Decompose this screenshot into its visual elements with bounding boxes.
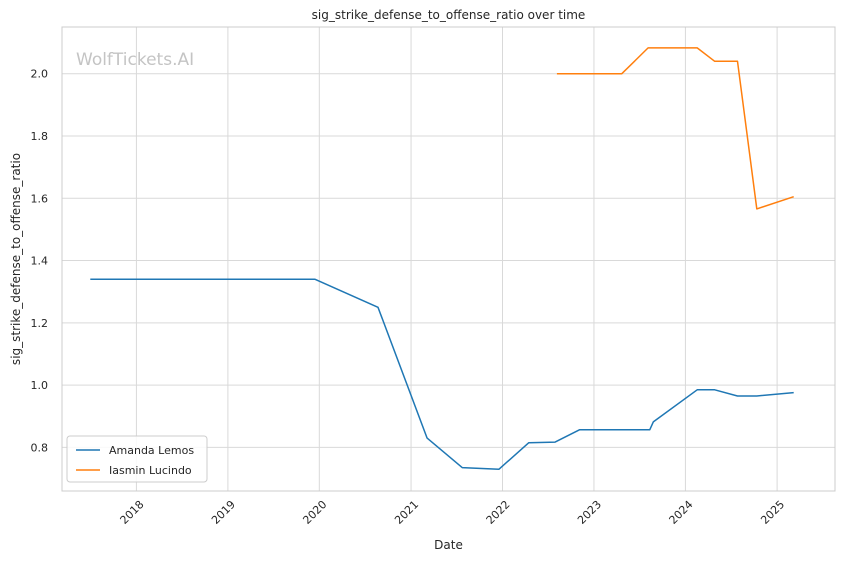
watermark: WolfTickets.AI bbox=[76, 50, 194, 70]
x-tick-label: 2024 bbox=[667, 498, 696, 527]
x-tick-label: 2018 bbox=[118, 498, 147, 527]
series-line-amanda-lemos bbox=[90, 278, 794, 470]
legend: Amanda Lemos Iasmin Lucindo bbox=[66, 435, 208, 483]
x-tick-label: 2023 bbox=[575, 498, 604, 527]
legend-box bbox=[66, 435, 208, 483]
y-tick-label: 2.0 bbox=[31, 68, 49, 81]
x-tick-label: 2021 bbox=[392, 498, 421, 527]
x-tick-label: 2020 bbox=[300, 498, 329, 527]
plot-frame bbox=[61, 26, 836, 492]
y-tick-labels: 0.8 1.0 1.2 1.4 1.6 1.8 2.0 bbox=[31, 68, 49, 455]
x-axis-label: Date bbox=[434, 538, 463, 552]
x-tick-label: 2019 bbox=[209, 498, 238, 527]
y-axis-label: sig_strike_defense_to_offense_ratio bbox=[9, 153, 23, 365]
y-tick-label: 1.6 bbox=[31, 192, 49, 205]
grid bbox=[62, 27, 835, 491]
x-tick-label: 2022 bbox=[484, 498, 513, 527]
x-tick-labels: 2018 2019 2020 2021 2022 2023 2024 2025 bbox=[118, 498, 788, 527]
y-tick-label: 1.2 bbox=[31, 317, 49, 330]
legend-label: Amanda Lemos bbox=[109, 444, 194, 457]
legend-label: Iasmin Lucindo bbox=[109, 464, 192, 477]
chart-title: sig_strike_defense_to_offense_ratio over… bbox=[312, 8, 586, 22]
y-tick-label: 1.8 bbox=[31, 130, 49, 143]
x-tick-label: 2025 bbox=[758, 498, 787, 527]
series-lines bbox=[90, 47, 794, 470]
y-tick-label: 1.4 bbox=[31, 255, 49, 268]
y-tick-label: 1.0 bbox=[31, 379, 49, 392]
y-tick-label: 0.8 bbox=[31, 441, 49, 454]
series-line-iasmin-lucindo bbox=[556, 47, 794, 210]
